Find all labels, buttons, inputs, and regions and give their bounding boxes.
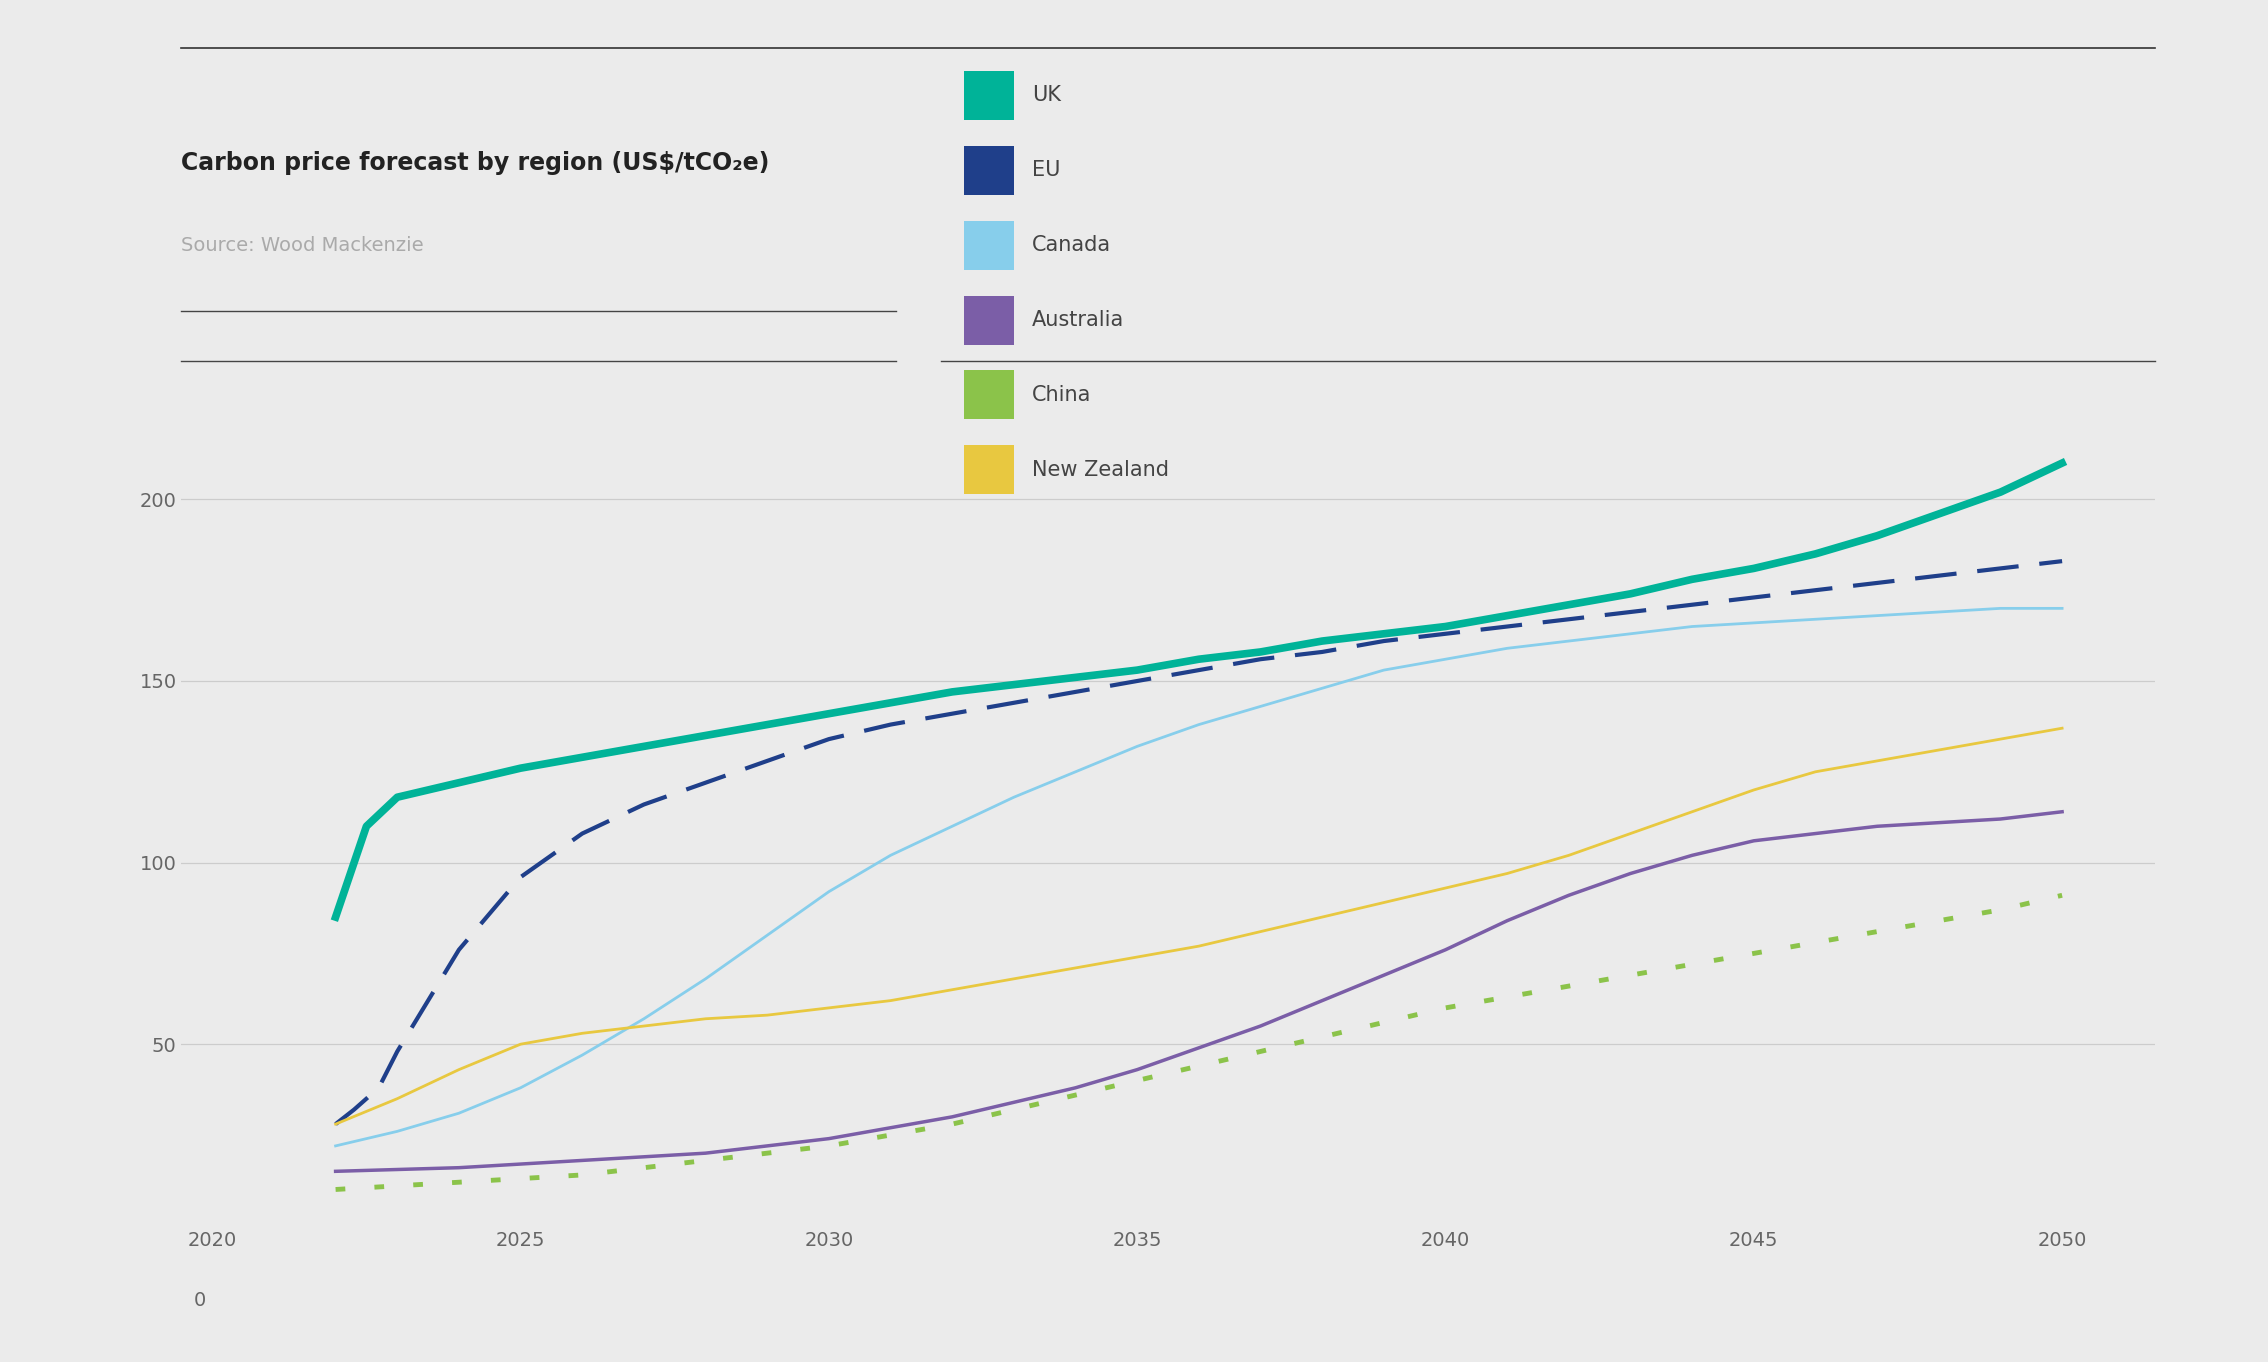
- Text: EU: EU: [1032, 161, 1061, 180]
- Text: Canada: Canada: [1032, 236, 1111, 255]
- Text: 0: 0: [193, 1291, 206, 1310]
- Text: China: China: [1032, 385, 1091, 405]
- Text: UK: UK: [1032, 86, 1061, 105]
- Text: Carbon price forecast by region (US$/tCO₂e): Carbon price forecast by region (US$/tCO…: [181, 151, 769, 176]
- Text: Australia: Australia: [1032, 311, 1125, 330]
- Text: Source: Wood Mackenzie: Source: Wood Mackenzie: [181, 236, 424, 255]
- Text: New Zealand: New Zealand: [1032, 460, 1168, 479]
